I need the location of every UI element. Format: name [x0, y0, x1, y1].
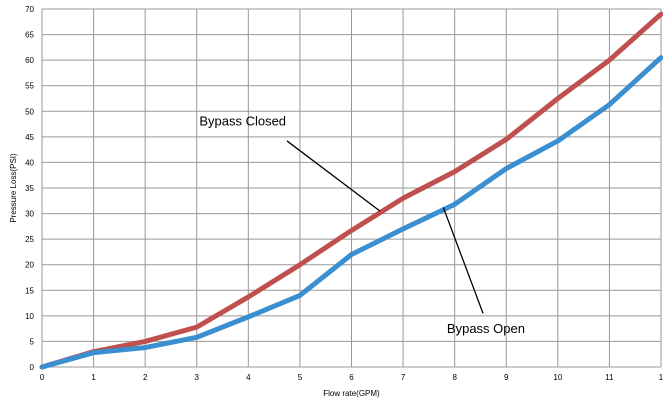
- x-tick-label-2: 2: [143, 373, 148, 382]
- x-tick-label-6: 6: [349, 373, 354, 382]
- x-axis-ticks: 0 1 2 3 4 5 6 7 8 9 10 11 1: [40, 373, 663, 382]
- x-tick-label-5: 5: [298, 373, 303, 382]
- open-leader-line: [442, 207, 484, 314]
- y-tick-label-0: 0: [30, 363, 35, 372]
- x-tick-label-10: 10: [553, 373, 562, 382]
- x-tick-label-1: 1: [91, 373, 96, 382]
- grid: [41, 8, 662, 368]
- y-tick-label-9: 45: [25, 133, 34, 142]
- y-tick-label-5: 25: [25, 235, 34, 244]
- y-tick-label-14: 70: [25, 5, 34, 14]
- y-tick-label-3: 15: [25, 286, 34, 295]
- y-tick-label-7: 35: [25, 184, 34, 193]
- x-tick-label-0: 0: [40, 373, 45, 382]
- y-tick-label-1: 5: [30, 337, 35, 346]
- y-tick-label-6: 30: [25, 210, 34, 219]
- y-tick-label-10: 50: [25, 107, 34, 116]
- x-axis-title: Flow rate(GPM): [323, 389, 380, 398]
- y-tick-label-2: 10: [25, 312, 34, 321]
- x-tick-label-7: 7: [401, 373, 406, 382]
- y-tick-label-11: 55: [25, 82, 34, 91]
- y-axis-ticks: 0 5 10 15 20 25 30 35 40 45 50 55 60 65 70: [25, 5, 34, 372]
- annotation-bypass-open: Bypass Open: [447, 321, 525, 336]
- y-tick-label-4: 20: [25, 261, 34, 270]
- x-tick-label-11: 11: [605, 373, 614, 382]
- x-tick-label-12: 1: [659, 373, 663, 382]
- x-tick-label-9: 9: [504, 373, 509, 382]
- x-tick-label-8: 8: [452, 373, 457, 382]
- x-tick-label-3: 3: [195, 373, 200, 382]
- closed-leader-line: [286, 140, 381, 212]
- annotations: Bypass Closed Bypass Open: [199, 114, 525, 337]
- x-tick-label-4: 4: [246, 373, 251, 382]
- y-tick-label-12: 60: [25, 56, 34, 65]
- y-axis-title: Pressure Loss(PSI): [9, 153, 18, 223]
- y-tick-label-8: 40: [25, 158, 34, 167]
- series-lines: [39, 11, 663, 370]
- annotation-bypass-closed: Bypass Closed: [199, 114, 286, 129]
- y-tick-label-13: 65: [25, 31, 34, 40]
